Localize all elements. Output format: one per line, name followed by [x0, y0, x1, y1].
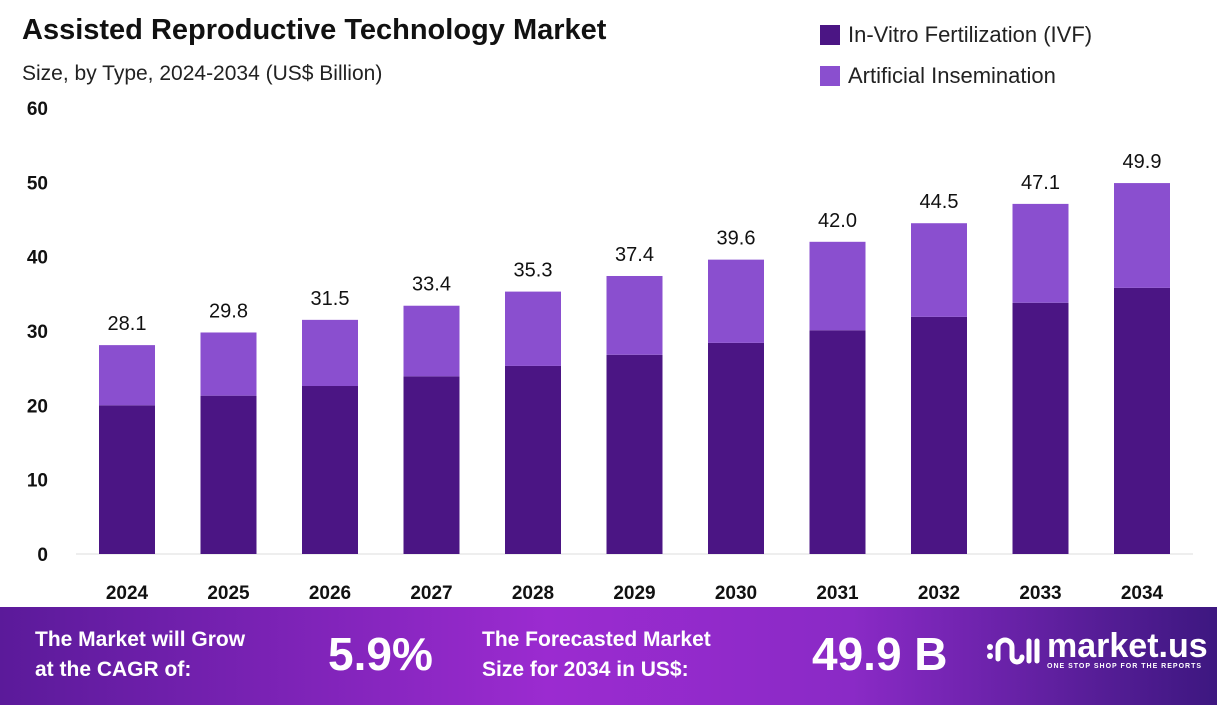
legend-swatch-ai: [820, 65, 840, 86]
bar-segment-ai-2027: [403, 305, 460, 377]
bar-segment-ivf-2031: [809, 330, 866, 554]
chart-subtitle: Size, by Type, 2024-2034 (US$ Billion): [22, 62, 383, 85]
legend-swatch-ivf: [820, 24, 840, 45]
bar-segment-ai-2029: [606, 275, 663, 355]
bar-segment-ivf-2028: [505, 365, 561, 554]
cagr-value: 5.9%: [328, 628, 433, 680]
x-tick-label: 2032: [918, 583, 960, 604]
x-tick-label: 2028: [512, 583, 554, 604]
market-us-logo: market.us ONE STOP SHOP FOR THE REPORTS: [985, 629, 1208, 670]
data-label-2031: 42.0: [818, 210, 857, 232]
x-tick-label: 2031: [816, 583, 859, 604]
data-label-2030: 39.6: [717, 228, 756, 250]
data-label-2026: 31.5: [311, 288, 350, 310]
y-tick-label: 0: [37, 545, 48, 566]
x-tick-label: 2026: [309, 583, 351, 604]
x-tick-label: 2033: [1019, 583, 1061, 604]
bar-segment-ai-2030: [708, 259, 764, 343]
y-tick-label: 30: [27, 322, 48, 343]
bar-segment-ai-2031: [809, 241, 866, 331]
data-label-2034: 49.9: [1123, 151, 1162, 173]
data-label-2029: 37.4: [615, 244, 654, 266]
y-tick-label: 20: [27, 396, 48, 417]
x-tick-label: 2029: [613, 583, 655, 604]
cagr-label-line2: at the CAGR of:: [35, 658, 192, 681]
chart-title: Assisted Reproductive Technology Market: [22, 14, 607, 46]
bar-segment-ai-2025: [200, 332, 257, 396]
bar-segment-ivf-2033: [1012, 302, 1069, 554]
bar-segment-ai-2034: [1114, 183, 1170, 288]
cagr-label-line1: The Market will Grow: [35, 628, 246, 651]
x-tick-label: 2034: [1121, 583, 1164, 604]
bar-segment-ivf-2034: [1114, 287, 1170, 554]
data-label-2032: 44.5: [920, 191, 959, 213]
y-tick-label: 50: [27, 173, 48, 194]
bar-segment-ai-2026: [302, 319, 358, 387]
data-label-2033: 47.1: [1021, 172, 1060, 194]
legend-label-ai: Artificial Insemination: [848, 62, 1056, 88]
bar-segment-ivf-2029: [606, 354, 663, 554]
forecast-label-line1: The Forecasted Market: [482, 628, 711, 651]
logo-name: market.us: [1047, 627, 1208, 665]
legend-label-ivf: In-Vitro Fertilization (IVF): [848, 21, 1093, 47]
bar-segment-ivf-2032: [911, 316, 967, 554]
logo-tagline: ONE STOP SHOP FOR THE REPORTS: [1047, 663, 1203, 670]
bar-segment-ivf-2026: [302, 386, 358, 554]
y-tick-label: 60: [27, 99, 48, 120]
y-tick-label: 10: [27, 471, 48, 492]
bar-segment-ai-2032: [911, 223, 967, 317]
bar-segment-ivf-2030: [708, 342, 764, 554]
data-label-2027: 33.4: [412, 274, 451, 296]
forecast-label: The Forecasted Market Size for 2034 in U…: [482, 625, 711, 685]
footer-banner: The Market will Grow at the CAGR of: 5.9…: [0, 607, 1217, 705]
x-tick-label: 2030: [715, 583, 757, 604]
forecast-label-line2: Size for 2034 in US$:: [482, 658, 689, 681]
legend-item-ai: Artificial Insemination: [820, 55, 1092, 96]
x-tick-label: 2027: [410, 583, 452, 604]
bar-segment-ivf-2024: [99, 405, 155, 554]
logo-mark-icon: [987, 637, 1040, 664]
x-tick-label: 2025: [207, 583, 250, 604]
y-tick-label: 40: [27, 248, 48, 269]
bar-segment-ivf-2025: [200, 395, 257, 554]
bar-segment-ai-2033: [1012, 203, 1069, 303]
data-label-2028: 35.3: [514, 260, 553, 282]
x-tick-label: 2024: [106, 583, 149, 604]
forecast-value: 49.9 B: [812, 628, 948, 680]
cagr-label: The Market will Grow at the CAGR of:: [35, 625, 245, 685]
legend: In-Vitro Fertilization (IVF) Artificial …: [820, 14, 1092, 96]
bar-segment-ai-2028: [505, 291, 561, 366]
plot-area: 010203040506028.1202429.8202531.5202633.…: [27, 99, 1193, 604]
legend-item-ivf: In-Vitro Fertilization (IVF): [820, 14, 1092, 55]
bar-segment-ai-2024: [99, 345, 155, 406]
bar-segment-ivf-2027: [403, 376, 460, 554]
data-label-2024: 28.1: [108, 313, 147, 335]
data-label-2025: 29.8: [209, 300, 248, 322]
